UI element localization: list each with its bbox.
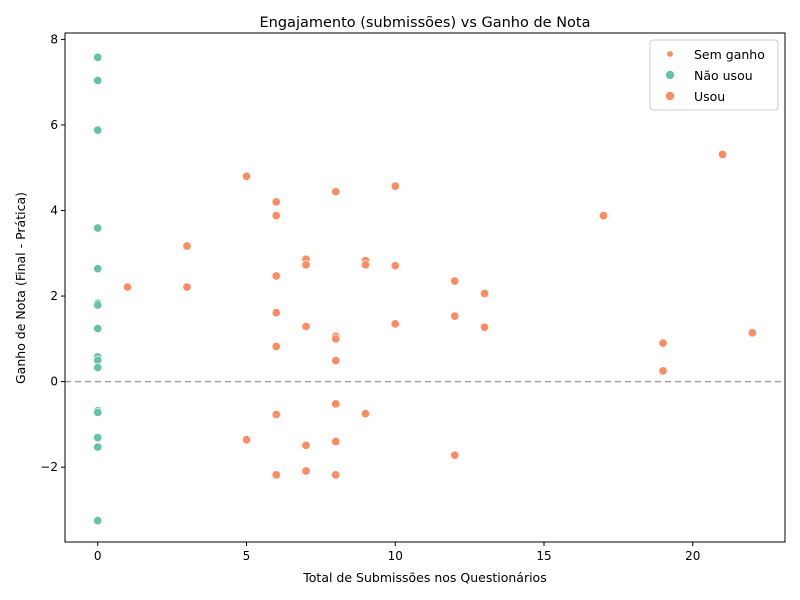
point-nao-usou-14 xyxy=(93,442,103,452)
x-axis-ticks: 0 5 10 15 20 xyxy=(94,542,700,563)
y-axis-ticks: −2 0 2 4 6 8 xyxy=(40,32,65,474)
point-usou-38 xyxy=(717,149,728,160)
x-tick-label-1: 5 xyxy=(243,549,251,563)
point-usou-17 xyxy=(331,187,341,197)
point-nao-usou-13 xyxy=(93,433,103,443)
point-usou-9 xyxy=(271,341,281,352)
legend-label-nao-usou: Não usou xyxy=(694,68,753,83)
point-nao-usou-2 xyxy=(93,125,103,135)
legend-marker-nao-usou xyxy=(665,70,675,80)
point-usou-33 xyxy=(479,288,490,299)
x-tick-label-2: 10 xyxy=(388,549,403,563)
legend-marker-usou xyxy=(665,91,675,101)
legend-marker-sem-ganho xyxy=(666,50,674,58)
point-usou-15 xyxy=(301,440,311,450)
data-points xyxy=(93,52,757,526)
point-usou-29 xyxy=(390,319,400,329)
point-usou-21 xyxy=(331,399,341,409)
plot-frame xyxy=(64,32,786,543)
point-nao-usou-15 xyxy=(93,516,103,526)
point-nao-usou-3 xyxy=(93,223,103,233)
point-nao-usou-6 xyxy=(93,300,103,310)
point-usou-23 xyxy=(331,470,341,480)
x-tick-label-3: 15 xyxy=(536,549,551,563)
y-tick-label-0: −2 xyxy=(40,460,58,474)
point-usou-19 xyxy=(331,334,341,344)
chart-title: Engajamento (submissões) vs Ganho de Not… xyxy=(260,15,591,31)
point-usou-20 xyxy=(331,356,341,366)
point-usou-6 xyxy=(271,211,281,221)
point-usou-37 xyxy=(658,366,668,376)
point-usou-10 xyxy=(271,409,281,420)
legend-box xyxy=(649,39,779,111)
point-usou-35 xyxy=(598,211,609,221)
y-tick-label-2: 2 xyxy=(50,289,58,303)
y-tick-label-3: 4 xyxy=(50,204,58,218)
x-tick-label-0: 0 xyxy=(94,549,102,563)
point-usou-16 xyxy=(301,466,311,476)
point-usou-13 xyxy=(301,260,311,270)
plot-area xyxy=(64,32,786,543)
point-usou-8 xyxy=(271,308,281,318)
y-axis-label: Ganho de Nota (Final - Prática) xyxy=(13,192,28,384)
point-usou-31 xyxy=(450,311,460,321)
point-usou-22 xyxy=(331,436,341,447)
point-usou-14 xyxy=(301,321,311,331)
point-nao-usou-7 xyxy=(93,324,103,334)
point-usou-2 xyxy=(182,282,192,292)
point-usou-30 xyxy=(450,276,460,286)
point-usou-11 xyxy=(271,470,281,480)
x-axis-label: Total de Submissões nos Questionários xyxy=(302,570,546,585)
y-tick-label-5: 8 xyxy=(50,32,58,46)
point-nao-usou-4 xyxy=(93,264,103,274)
point-usou-4 xyxy=(241,435,252,445)
point-usou-7 xyxy=(271,271,281,281)
point-usou-27 xyxy=(390,181,400,191)
point-nao-usou-1 xyxy=(93,75,103,86)
point-usou-5 xyxy=(271,197,281,207)
point-usou-39 xyxy=(747,328,757,338)
point-nao-usou-0 xyxy=(93,52,103,62)
y-tick-label-1: 0 xyxy=(50,375,58,389)
point-nao-usou-10 xyxy=(93,362,103,373)
point-usou-36 xyxy=(658,338,668,348)
y-tick-label-4: 6 xyxy=(50,118,58,132)
point-usou-32 xyxy=(450,450,460,460)
point-usou-1 xyxy=(182,241,192,251)
point-usou-26 xyxy=(360,409,371,419)
legend: Sem ganho Não usou Usou xyxy=(649,39,779,111)
point-usou-0 xyxy=(122,282,133,292)
point-nao-usou-12 xyxy=(93,407,103,417)
point-usou-34 xyxy=(479,322,490,332)
point-usou-3 xyxy=(241,171,252,181)
legend-label-usou: Usou xyxy=(694,89,725,104)
point-usou-25 xyxy=(360,260,371,270)
legend-label-sem-ganho: Sem ganho xyxy=(694,47,765,62)
point-usou-28 xyxy=(390,261,400,271)
x-tick-label-4: 20 xyxy=(685,549,700,563)
